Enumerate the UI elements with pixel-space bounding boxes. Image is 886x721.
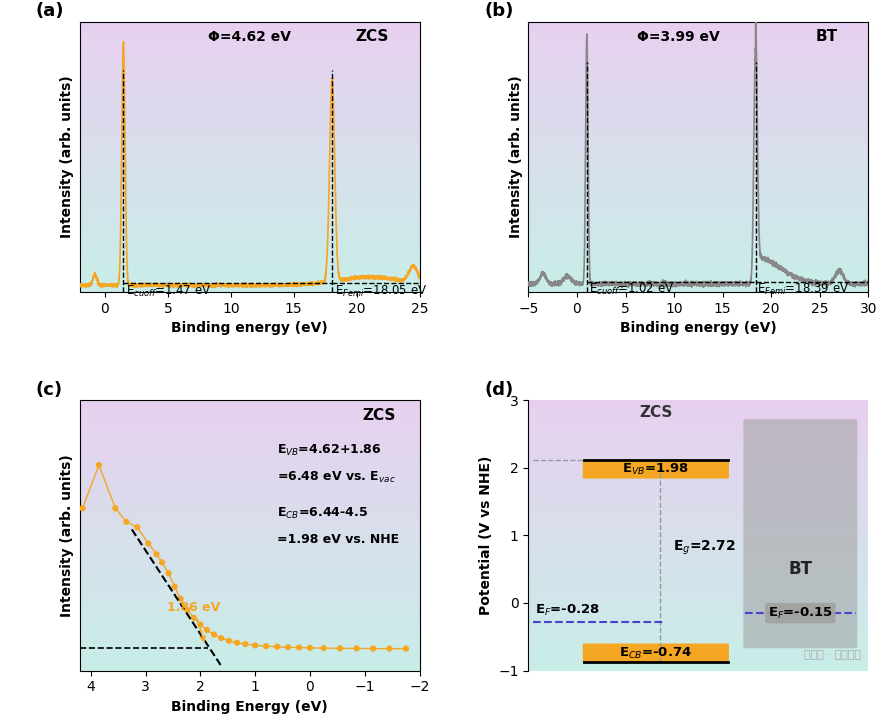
Y-axis label: Intensity (arb. units): Intensity (arb. units) (60, 76, 74, 238)
Text: E$_{VB}$=4.62+1.86: E$_{VB}$=4.62+1.86 (276, 443, 382, 459)
Text: Φ=4.62 eV: Φ=4.62 eV (208, 30, 291, 43)
Point (248, 640, 262, 651)
Point (155, 557, 169, 568)
Text: 1.86 eV: 1.86 eV (167, 601, 221, 641)
Text: BT: BT (789, 560, 812, 578)
Text: E$_{Femi}$=18.39 eV: E$_{Femi}$=18.39 eV (758, 282, 850, 297)
Point (187, 612, 201, 624)
Point (230, 637, 245, 648)
Point (92, 459, 106, 471)
Text: (a): (a) (35, 2, 64, 20)
Text: E$_F$=-0.28: E$_F$=-0.28 (535, 603, 600, 618)
Text: E$_{CB}$=-0.74: E$_{CB}$=-0.74 (619, 645, 692, 660)
Y-axis label: Intensity (arb. units): Intensity (arb. units) (509, 76, 523, 238)
Point (200, 624, 214, 636)
Text: ZCS: ZCS (362, 408, 396, 423)
Point (120, 516, 134, 528)
Point (150, 549, 164, 560)
Text: ZCS: ZCS (355, 29, 389, 43)
Point (270, 641, 284, 653)
Point (399, 643, 413, 655)
X-axis label: Binding Energy (eV): Binding Energy (eV) (171, 700, 328, 714)
Text: (c): (c) (35, 381, 63, 399)
Point (130, 521, 144, 533)
Point (207, 629, 222, 640)
Text: E$_{cuoff}$=1.02 eV: E$_{cuoff}$=1.02 eV (589, 282, 674, 297)
Text: (d): (d) (485, 381, 514, 399)
Point (141, 538, 155, 549)
Y-axis label: Potential (V vs NHE): Potential (V vs NHE) (478, 456, 493, 615)
Text: =1.98 eV vs. NHE: =1.98 eV vs. NHE (276, 534, 399, 547)
Text: E$_{CB}$=6.44-4.5: E$_{CB}$=6.44-4.5 (276, 505, 368, 521)
Point (366, 643, 380, 655)
Point (161, 567, 175, 579)
Y-axis label: Intensity (arb. units): Intensity (arb. units) (60, 454, 74, 616)
Point (214, 632, 229, 644)
Text: Φ=3.99 eV: Φ=3.99 eV (636, 30, 719, 43)
Text: =6.48 eV vs. E$_{vac}$: =6.48 eV vs. E$_{vac}$ (276, 470, 396, 485)
Point (383, 643, 397, 655)
FancyBboxPatch shape (583, 460, 729, 479)
Text: BT: BT (816, 29, 837, 43)
Point (303, 642, 317, 654)
FancyBboxPatch shape (743, 419, 858, 648)
Text: E$_{Femi}$=18.05 eV: E$_{Femi}$=18.05 eV (335, 284, 427, 299)
Text: E$_g$=2.72: E$_g$=2.72 (672, 539, 735, 557)
Point (108, 503, 122, 514)
Point (180, 604, 194, 616)
Point (75, 503, 89, 514)
Point (193, 619, 207, 630)
Point (281, 642, 295, 653)
X-axis label: Binding energy (eV): Binding energy (eV) (171, 322, 328, 335)
Point (316, 642, 330, 654)
Text: E$_F$=-0.15: E$_F$=-0.15 (767, 606, 833, 621)
Point (238, 638, 253, 650)
Text: (b): (b) (485, 2, 514, 20)
Point (174, 593, 188, 605)
Text: E$_{cuoff}$=1.47 eV: E$_{cuoff}$=1.47 eV (126, 284, 211, 299)
Point (259, 640, 273, 652)
FancyBboxPatch shape (583, 644, 729, 663)
X-axis label: Binding energy (eV): Binding energy (eV) (620, 322, 777, 335)
Point (222, 635, 236, 647)
Point (349, 642, 363, 654)
Text: ZCS: ZCS (639, 404, 672, 420)
Point (333, 642, 347, 654)
Text: E$_{VB}$=1.98: E$_{VB}$=1.98 (622, 461, 689, 477)
Text: 公众号 · 微纳光学: 公众号 · 微纳光学 (804, 650, 861, 660)
Point (291, 642, 306, 653)
Point (167, 581, 182, 593)
